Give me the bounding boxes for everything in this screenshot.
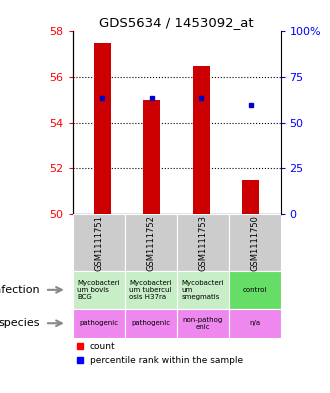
Bar (228, 309, 280, 338)
Text: count: count (90, 342, 116, 351)
Bar (143, 100, 160, 214)
Text: non-pathog
enic: non-pathog enic (182, 317, 223, 330)
Text: infection: infection (0, 285, 40, 295)
Bar (177, 271, 228, 309)
Text: species: species (0, 318, 40, 328)
Text: Mycobacteri
um tubercul
osis H37ra: Mycobacteri um tubercul osis H37ra (129, 280, 172, 300)
Bar (124, 309, 177, 338)
Bar (177, 309, 228, 338)
Bar (73, 271, 124, 309)
Text: percentile rank within the sample: percentile rank within the sample (90, 356, 243, 365)
Text: Mycobacteri
um bovis
BCG: Mycobacteri um bovis BCG (77, 280, 120, 300)
Text: Mycobacteri
um
smegmatis: Mycobacteri um smegmatis (181, 280, 224, 300)
Title: GDS5634 / 1453092_at: GDS5634 / 1453092_at (99, 16, 254, 29)
Text: n/a: n/a (249, 320, 260, 326)
Bar (94, 43, 111, 214)
Text: GSM1111751: GSM1111751 (94, 215, 103, 271)
Text: GSM1111750: GSM1111750 (250, 215, 259, 271)
Bar (177, 214, 228, 271)
Bar (228, 271, 280, 309)
Bar (124, 271, 177, 309)
Text: GSM1111753: GSM1111753 (198, 215, 207, 271)
Text: GSM1111752: GSM1111752 (146, 215, 155, 271)
Bar (73, 214, 124, 271)
Text: pathogenic: pathogenic (131, 320, 170, 326)
Bar (73, 309, 124, 338)
Text: pathogenic: pathogenic (79, 320, 118, 326)
Text: control: control (242, 287, 267, 293)
Bar (228, 214, 280, 271)
Bar (124, 214, 177, 271)
Bar (193, 66, 210, 214)
Bar (242, 180, 259, 214)
